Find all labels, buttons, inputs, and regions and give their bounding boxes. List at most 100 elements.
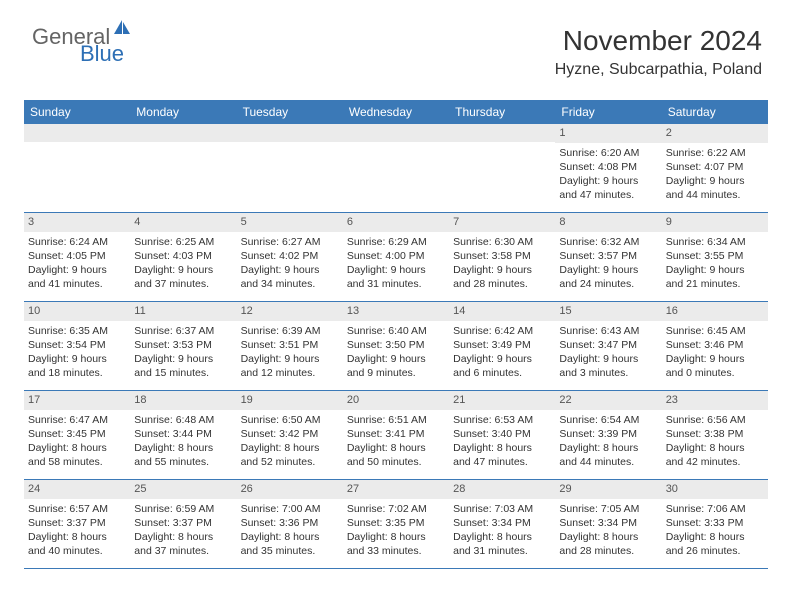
day-number: 12 (237, 302, 343, 321)
day-daylight2: and 33 minutes. (347, 544, 445, 558)
week-row: 10Sunrise: 6:35 AMSunset: 3:54 PMDayligh… (24, 302, 768, 391)
day-info: Sunrise: 6:53 AMSunset: 3:40 PMDaylight:… (453, 413, 551, 470)
day-info: Sunrise: 6:56 AMSunset: 3:38 PMDaylight:… (666, 413, 764, 470)
day-cell (449, 124, 555, 212)
day-daylight2: and 15 minutes. (134, 366, 232, 380)
day-sunrise: Sunrise: 6:29 AM (347, 235, 445, 249)
day-daylight1: Daylight: 8 hours (453, 530, 551, 544)
day-info: Sunrise: 6:59 AMSunset: 3:37 PMDaylight:… (134, 502, 232, 559)
day-daylight2: and 12 minutes. (241, 366, 339, 380)
day-sunset: Sunset: 3:55 PM (666, 249, 764, 263)
day-number: 1 (555, 124, 661, 143)
logo-sail-icon (112, 18, 132, 36)
day-daylight2: and 3 minutes. (559, 366, 657, 380)
day-number: 15 (555, 302, 661, 321)
day-cell: 9Sunrise: 6:34 AMSunset: 3:55 PMDaylight… (662, 213, 768, 301)
day-number: 20 (343, 391, 449, 410)
day-info: Sunrise: 6:32 AMSunset: 3:57 PMDaylight:… (559, 235, 657, 292)
day-sunrise: Sunrise: 7:03 AM (453, 502, 551, 516)
day-number: 8 (555, 213, 661, 232)
day-cell: 19Sunrise: 6:50 AMSunset: 3:42 PMDayligh… (237, 391, 343, 479)
day-number: 25 (130, 480, 236, 499)
day-header-mon: Monday (130, 100, 236, 124)
day-number: 4 (130, 213, 236, 232)
day-number: 14 (449, 302, 555, 321)
day-number: 18 (130, 391, 236, 410)
day-daylight1: Daylight: 9 hours (453, 352, 551, 366)
day-sunrise: Sunrise: 6:32 AM (559, 235, 657, 249)
day-sunset: Sunset: 3:42 PM (241, 427, 339, 441)
calendar: Sunday Monday Tuesday Wednesday Thursday… (24, 100, 768, 569)
day-number: 27 (343, 480, 449, 499)
day-daylight1: Daylight: 9 hours (241, 352, 339, 366)
day-daylight2: and 52 minutes. (241, 455, 339, 469)
logo: General Blue (32, 26, 132, 72)
day-daylight1: Daylight: 8 hours (241, 441, 339, 455)
day-daylight1: Daylight: 9 hours (666, 352, 764, 366)
day-cell: 7Sunrise: 6:30 AMSunset: 3:58 PMDaylight… (449, 213, 555, 301)
location: Hyzne, Subcarpathia, Poland (555, 61, 762, 79)
day-info: Sunrise: 7:06 AMSunset: 3:33 PMDaylight:… (666, 502, 764, 559)
day-sunset: Sunset: 3:34 PM (559, 516, 657, 530)
day-cell: 16Sunrise: 6:45 AMSunset: 3:46 PMDayligh… (662, 302, 768, 390)
day-cell: 10Sunrise: 6:35 AMSunset: 3:54 PMDayligh… (24, 302, 130, 390)
day-info: Sunrise: 6:45 AMSunset: 3:46 PMDaylight:… (666, 324, 764, 381)
day-daylight2: and 6 minutes. (453, 366, 551, 380)
day-cell: 20Sunrise: 6:51 AMSunset: 3:41 PMDayligh… (343, 391, 449, 479)
day-number: 3 (24, 213, 130, 232)
day-info: Sunrise: 6:48 AMSunset: 3:44 PMDaylight:… (134, 413, 232, 470)
day-daylight2: and 35 minutes. (241, 544, 339, 558)
day-cell: 14 Sunrise: 6:42 AMSunset: 3:49 PMDayligh… (449, 302, 555, 390)
day-sunset: Sunset: 4:07 PM (666, 160, 764, 174)
day-sunset: Sunset: 3:46 PM (666, 338, 764, 352)
day-daylight1: Daylight: 9 hours (134, 352, 232, 366)
day-daylight1: Daylight: 8 hours (134, 441, 232, 455)
day-number (449, 124, 555, 142)
day-cell: 3Sunrise: 6:24 AMSunset: 4:05 PMDaylight… (24, 213, 130, 301)
day-daylight1: Daylight: 8 hours (347, 530, 445, 544)
day-sunset: Sunset: 4:02 PM (241, 249, 339, 263)
day-daylight1: Daylight: 8 hours (134, 530, 232, 544)
day-sunset: Sunset: 3:35 PM (347, 516, 445, 530)
day-sunset: Sunset: 3:53 PM (134, 338, 232, 352)
day-number: 23 (662, 391, 768, 410)
day-sunset: Sunset: 3:39 PM (559, 427, 657, 441)
day-header-thu: Thursday (449, 100, 555, 124)
day-cell: 23 Sunrise: 6:56 AMSunset: 3:38 PMDayligh… (662, 391, 768, 479)
day-number: 9 (662, 213, 768, 232)
day-number: 2 (662, 124, 768, 143)
day-sunrise: Sunrise: 6:54 AM (559, 413, 657, 427)
day-daylight1: Daylight: 9 hours (559, 174, 657, 188)
week-row: 1Sunrise: 6:20 AMSunset: 4:08 PMDaylight… (24, 124, 768, 213)
day-info: Sunrise: 7:00 AMSunset: 3:36 PMDaylight:… (241, 502, 339, 559)
day-info: Sunrise: 6:29 AMSunset: 4:00 PMDaylight:… (347, 235, 445, 292)
day-sunrise: Sunrise: 6:51 AM (347, 413, 445, 427)
day-sunset: Sunset: 3:49 PM (453, 338, 551, 352)
day-daylight1: Daylight: 9 hours (666, 263, 764, 277)
day-sunrise: Sunrise: 6:40 AM (347, 324, 445, 338)
day-daylight1: Daylight: 8 hours (241, 530, 339, 544)
day-cell: 5Sunrise: 6:27 AMSunset: 4:02 PMDaylight… (237, 213, 343, 301)
day-daylight2: and 47 minutes. (453, 455, 551, 469)
month-title: November 2024 (555, 25, 762, 57)
day-info: Sunrise: 6:57 AMSunset: 3:37 PMDaylight:… (28, 502, 126, 559)
day-header-tue: Tuesday (237, 100, 343, 124)
day-number: 19 (237, 391, 343, 410)
day-sunrise: Sunrise: 6:57 AM (28, 502, 126, 516)
day-cell: 26 Sunrise: 7:00 AMSunset: 3:36 PMDayligh… (237, 480, 343, 568)
day-daylight1: Daylight: 8 hours (666, 530, 764, 544)
day-daylight2: and 42 minutes. (666, 455, 764, 469)
day-sunset: Sunset: 4:03 PM (134, 249, 232, 263)
day-daylight2: and 31 minutes. (453, 544, 551, 558)
day-number: 26 (237, 480, 343, 499)
day-cell: 30Sunrise: 7:06 AMSunset: 3:33 PMDayligh… (662, 480, 768, 568)
day-info: Sunrise: 7:05 AMSunset: 3:34 PMDaylight:… (559, 502, 657, 559)
day-info: Sunrise: 6:42 AMSunset: 3:49 PMDaylight:… (453, 324, 551, 381)
day-sunrise: Sunrise: 6:42 AM (453, 324, 551, 338)
week-row: 24Sunrise: 6:57 AMSunset: 3:37 PMDayligh… (24, 480, 768, 569)
day-sunrise: Sunrise: 7:05 AM (559, 502, 657, 516)
day-daylight1: Daylight: 9 hours (241, 263, 339, 277)
day-sunrise: Sunrise: 6:37 AM (134, 324, 232, 338)
day-number: 11 (130, 302, 236, 321)
day-daylight1: Daylight: 8 hours (28, 441, 126, 455)
